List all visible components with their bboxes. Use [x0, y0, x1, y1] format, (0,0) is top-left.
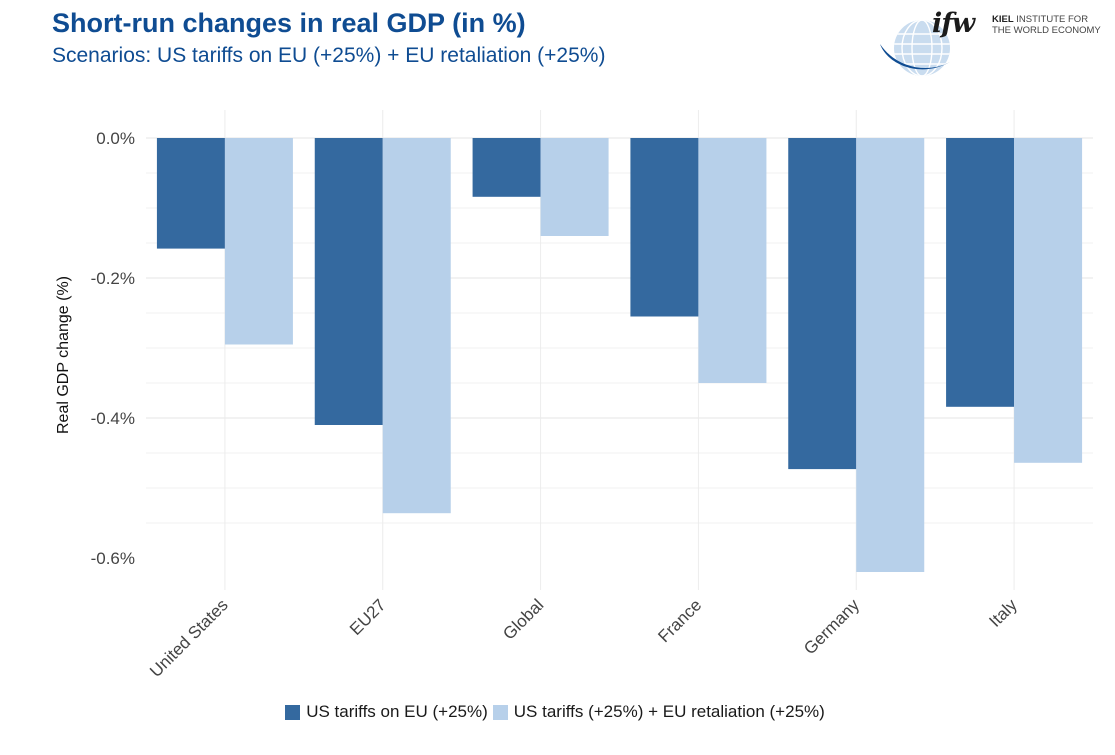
bar-us-tariffs-france: [630, 138, 699, 317]
y-axis-label: Real GDP change (%): [55, 276, 72, 434]
bar-retaliation-germany: [856, 138, 925, 572]
chart-title: Short-run changes in real GDP (in %): [52, 8, 526, 38]
legend-item-series2: US tariffs (+25%) + EU retaliation (+25%…: [492, 702, 825, 722]
x-axis-ticks: United States EU27 Global France Germany Ital…: [146, 595, 1021, 681]
legend: US tariffs on EU (+25%) US tariffs (+25%…: [0, 702, 1115, 722]
logo-mark: ifw: [932, 8, 975, 39]
bar-retaliation-italy: [1014, 138, 1083, 463]
bar-us-tariffs-italy: [946, 138, 1015, 407]
x-tick-label: Italy: [985, 595, 1021, 631]
bar-retaliation-eu27: [382, 138, 451, 514]
y-axis-ticks: 0.0% -0.2% -0.4% -0.6%: [91, 129, 135, 568]
legend-label-series1: US tariffs on EU (+25%): [306, 702, 488, 721]
x-tick-label: France: [654, 595, 705, 646]
y-tick-label: -0.2%: [91, 269, 135, 288]
bars: [156, 138, 1083, 572]
logo-line1: INSTITUTE FOR: [1016, 14, 1089, 25]
legend-swatch-series1: [285, 704, 301, 720]
y-tick-label: 0.0%: [96, 129, 135, 148]
x-tick-label: EU27: [346, 595, 390, 639]
globe-icon: [880, 20, 950, 76]
legend-label-series2: US tariffs (+25%) + EU retaliation (+25%…: [513, 702, 825, 721]
logo-kiel: KIEL: [992, 14, 1014, 25]
logo-institute-name: KIEL INSTITUTE FOR THE WORLD ECONOMY: [992, 14, 1101, 36]
bar-us-tariffs-global: [472, 138, 541, 197]
bar-retaliation-united-states: [224, 138, 293, 345]
bar-us-tariffs-united-states: [156, 138, 225, 249]
y-tick-label: -0.4%: [91, 409, 135, 428]
bar-retaliation-france: [698, 138, 767, 383]
x-tick-label: Global: [499, 595, 547, 643]
x-tick-label: United States: [146, 595, 232, 681]
legend-swatch-series2: [492, 704, 508, 720]
bar-chart: 0.0% -0.2% -0.4% -0.6% United States EU27 Glo…: [55, 110, 1093, 681]
legend-item-series1: US tariffs on EU (+25%): [285, 702, 488, 722]
y-tick-label: -0.6%: [91, 549, 135, 568]
chart-subtitle: Scenarios: US tariffs on EU (+25%) + EU …: [52, 44, 606, 67]
bar-us-tariffs-eu27: [314, 138, 383, 425]
bar-retaliation-global: [540, 138, 609, 236]
bar-us-tariffs-germany: [788, 138, 857, 470]
ifw-logo: ifw KIEL INSTITUTE FOR THE WORLD ECONOMY: [878, 4, 1103, 84]
logo-line2: THE WORLD ECONOMY: [992, 25, 1101, 36]
x-tick-label: Germany: [800, 595, 863, 658]
